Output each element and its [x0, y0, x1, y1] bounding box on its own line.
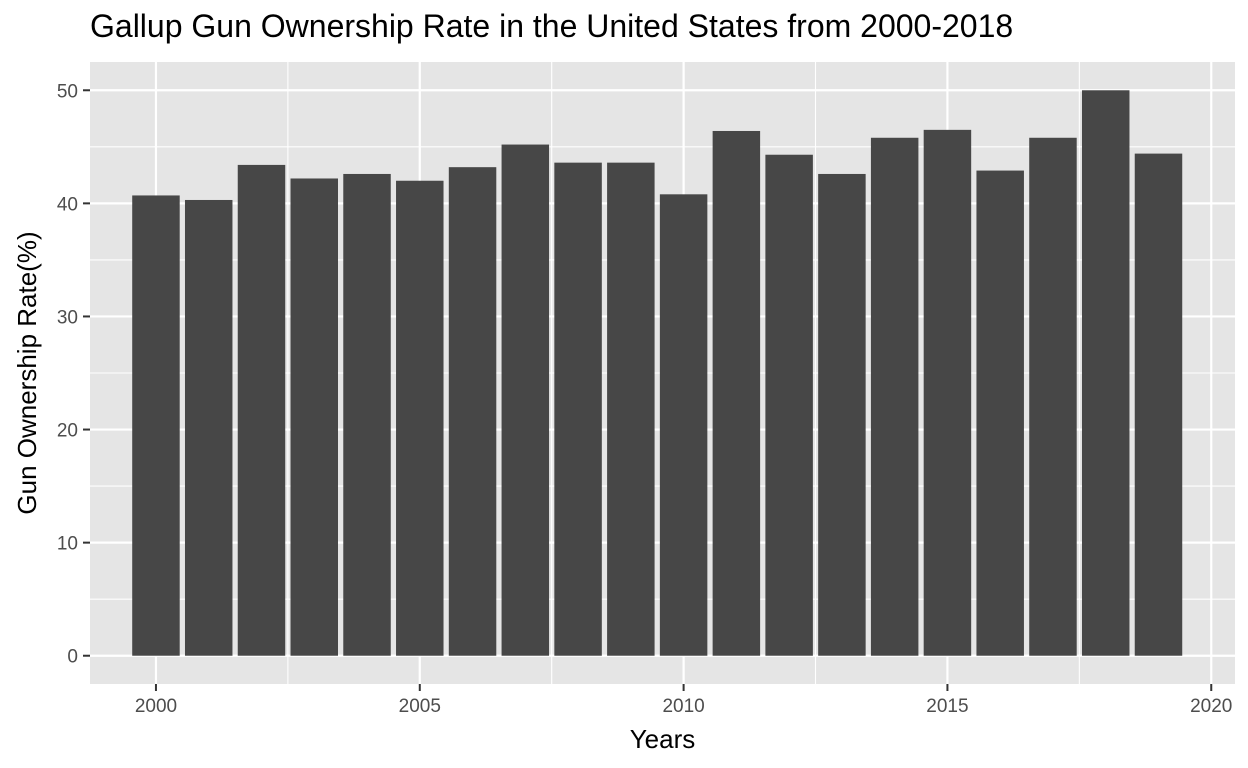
bar-2006: [448, 167, 497, 656]
bar-2018: [1081, 90, 1130, 656]
bar-2019: [1134, 153, 1183, 656]
y-tick-label: 0: [67, 647, 78, 668]
x-tick-label: 2015: [926, 696, 968, 717]
bar-2004: [343, 173, 391, 656]
x-tick-label: 2020: [1190, 696, 1232, 717]
y-tick-label: 20: [57, 421, 78, 442]
bar-2012: [765, 154, 813, 656]
axis-ticks: [83, 89, 1213, 691]
x-tick-label: 2010: [662, 696, 704, 717]
tick-labels: 0 10 20 30 40 50 2000 2005 2010 2015 2020: [57, 81, 1233, 717]
bar-2014: [870, 137, 919, 656]
bar-2009: [607, 162, 655, 656]
bar-2002: [237, 164, 286, 656]
bar-2000: [132, 195, 180, 656]
bar-2017: [1029, 137, 1077, 656]
y-axis-title: Gun Ownership Rate(%): [12, 231, 42, 514]
y-tick-label: 40: [57, 194, 78, 215]
x-tick-label: 2005: [399, 696, 441, 717]
y-tick-label: 30: [57, 307, 78, 328]
y-tick-label: 10: [57, 534, 78, 555]
bar-2007: [501, 144, 550, 656]
bar-2003: [290, 178, 338, 656]
bar-2016: [976, 170, 1024, 656]
bar-2011: [712, 130, 761, 656]
chart-title: Gallup Gun Ownership Rate in the United …: [90, 8, 1014, 44]
bar-2001: [184, 199, 233, 656]
bar-2008: [554, 162, 602, 656]
x-tick-label: 2000: [135, 696, 177, 717]
y-tick-label: 50: [57, 81, 78, 102]
bar-2010: [659, 194, 708, 656]
bars: [132, 90, 1183, 656]
bar-2013: [818, 173, 866, 656]
bar-2015: [923, 129, 972, 656]
x-axis-title: Years: [630, 724, 696, 754]
bar-2005: [396, 180, 444, 656]
